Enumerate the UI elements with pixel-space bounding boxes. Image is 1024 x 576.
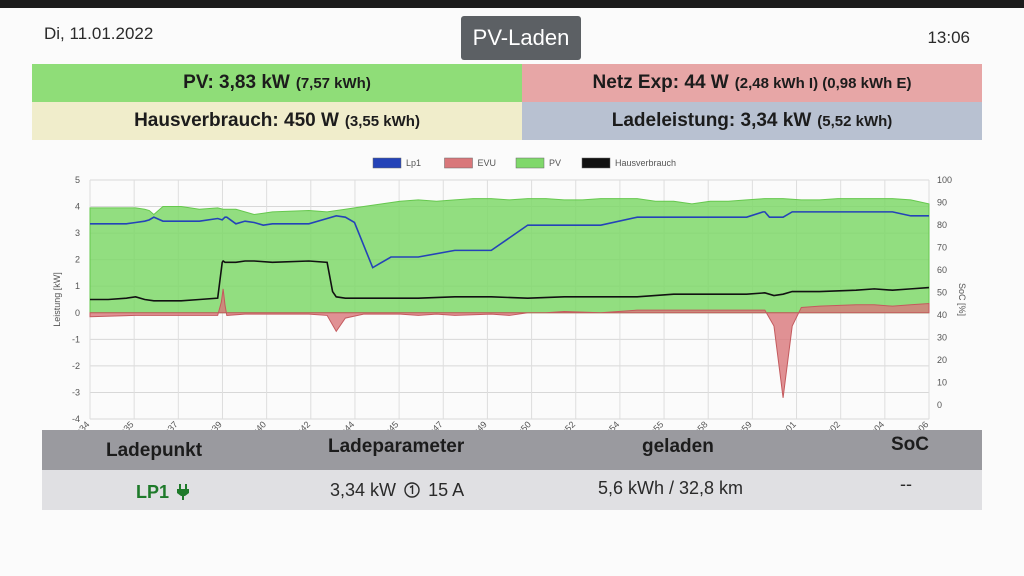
y2-tick-label: 100 [937,175,952,185]
pv-energy: (7,57 kWh) [295,74,371,92]
time-display: 13:06 [927,28,970,47]
house-energy: (3,55 kWh) [344,112,420,130]
y2-tick-label: 90 [937,198,947,208]
charge-power: Ladeleistung: 3,34 kW [611,110,812,131]
chargepoint-params: 3,34 kW 15 A [330,480,464,501]
y-tick-label: 1 [75,281,80,291]
legend-label: EVU [478,158,497,168]
house-summary: Hausverbrauch: 450 W (3,55 kWh) [32,102,522,140]
col-header-ladeparameter: Ladeparameter [328,436,465,457]
legend-swatch [581,157,611,169]
grid-summary: Netz Exp: 44 W (2,48 kWh I) (0,98 kWh E) [522,64,982,102]
legend-label: Hausverbrauch [615,158,676,168]
pv-power: PV: 3,83 kW [183,72,290,93]
y-axis-label: Leistung [kW] [52,272,62,327]
y-tick-label: -2 [72,361,80,371]
y2-tick-label: 30 [937,333,947,343]
charged-energy: 5,6 kWh / 32,8 km [598,478,744,498]
chargepoint-table-header: Ladepunkt Ladeparameter geladen SoC [42,430,982,470]
y2-tick-label: 80 [937,220,947,230]
mode-button[interactable]: PV-Laden [461,16,581,60]
grid-energy: (2,48 kWh I) (0,98 kWh E) [734,74,912,92]
y-tick-label: 0 [75,308,80,318]
y-tick-label: 5 [75,175,80,185]
col-header-soc: SoC [891,434,929,455]
house-power: Hausverbrauch: 450 W [134,110,339,131]
y2-tick-label: 40 [937,310,947,320]
y-tick-label: 4 [75,202,80,212]
legend-label: Lp1 [406,158,421,168]
y-tick-label: 3 [75,228,80,238]
y2-tick-label: 70 [937,243,947,253]
phase-count-icon [404,482,420,498]
legend-swatch [444,157,473,169]
charge-summary: Ladeleistung: 3,34 kW (5,52 kWh) [522,102,982,140]
pv-series-area [89,198,930,314]
date-display: Di, 11.01.2022 [44,24,154,43]
y2-tick-label: 10 [937,378,947,388]
legend-label: PV [549,158,561,168]
y-tick-label: -4 [72,414,80,424]
charge-energy: (5,52 kWh) [817,112,893,130]
y-tick-label: 2 [75,255,80,265]
legend-swatch [372,157,402,169]
y2-tick-label: 50 [937,288,947,298]
soc-value: -- [900,474,912,494]
grid-power: Netz Exp: 44 W [592,72,729,93]
chargepoint-name[interactable]: LP1 [136,482,190,503]
screen: Di, 11.01.2022 PV-Laden 13:06 PV: 3,83 k… [0,8,1024,576]
lp1-series-line [90,211,929,269]
hausverbrauch-series-line [90,259,930,302]
y2-axis-label: SoC [%] [957,283,967,316]
chargepoint-label: LP1 [136,482,170,502]
y-tick-label: -3 [72,387,80,397]
plug-icon [177,484,190,500]
col-header-geladen: geladen [642,436,714,457]
pv-summary: PV: 3,83 kW (7,57 kWh) [32,64,522,102]
legend-swatch [515,157,545,169]
power-chart: 12:3412:3512:3712:3912:4012:4212:4412:45… [52,157,967,442]
y2-tick-label: 60 [937,265,947,275]
chargepoint-row[interactable]: LP1 3,34 kW 15 A 5,6 kWh / 32,8 km -- [42,470,982,510]
y-tick-label: -1 [72,334,80,344]
y2-tick-label: 20 [937,355,947,365]
y2-tick-label: 0 [937,400,942,410]
evu-series-area [89,288,930,398]
charge-power-value: 3,34 kW [330,480,397,500]
charge-current-value: 15 A [428,480,465,500]
col-header-ladepunkt: Ladepunkt [106,440,203,461]
